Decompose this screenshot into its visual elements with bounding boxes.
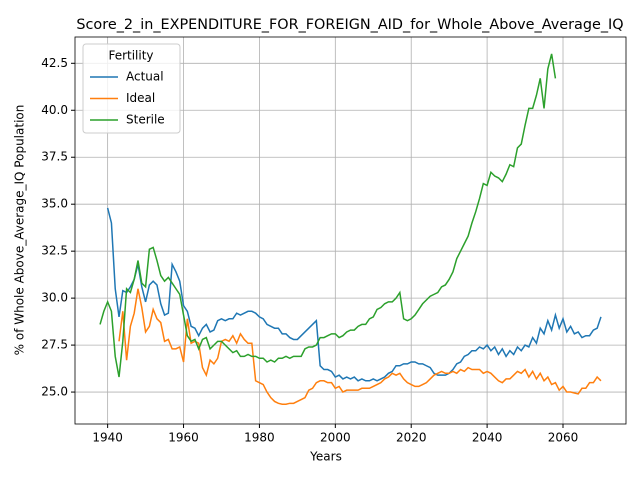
x-tick-label: 1980 — [244, 431, 275, 445]
y-axis-label: % of Whole Above_Average_IQ Population — [13, 105, 27, 356]
line-series — [99, 53, 557, 378]
x-tick-label: 1960 — [168, 431, 199, 445]
y-tick-label: 40.0 — [41, 103, 68, 117]
legend-label: Sterile — [126, 113, 165, 127]
x-tick-label: 2020 — [396, 431, 427, 445]
y-tick-label: 30.0 — [41, 291, 68, 305]
y-tick-label: 25.0 — [41, 385, 68, 399]
line-series — [106, 207, 602, 382]
legend-label: Ideal — [126, 91, 155, 105]
legend-title: Fertility — [108, 49, 153, 63]
legend-box — [82, 43, 181, 134]
x-tick-label: 2000 — [320, 431, 351, 445]
x-tick-label: 2060 — [548, 431, 579, 445]
x-axis-label: Years — [309, 450, 342, 464]
x-tick-label: 2040 — [472, 431, 503, 445]
y-tick-label: 32.5 — [41, 244, 68, 258]
legend: Fertility Actual Ideal Sterile — [82, 43, 181, 134]
y-tick-label: 27.5 — [41, 338, 68, 352]
legend-label: Actual — [126, 70, 164, 84]
x-tick-label: 1940 — [92, 431, 123, 445]
y-tick-label: 37.5 — [41, 150, 68, 164]
y-tick-label: 42.5 — [41, 56, 68, 70]
axes-frame — [74, 36, 627, 425]
chart-title: Score_2_in_EXPENDITURE_FOR_FOREIGN_AID_f… — [76, 17, 623, 33]
y-tick-label: 35.0 — [41, 197, 68, 211]
